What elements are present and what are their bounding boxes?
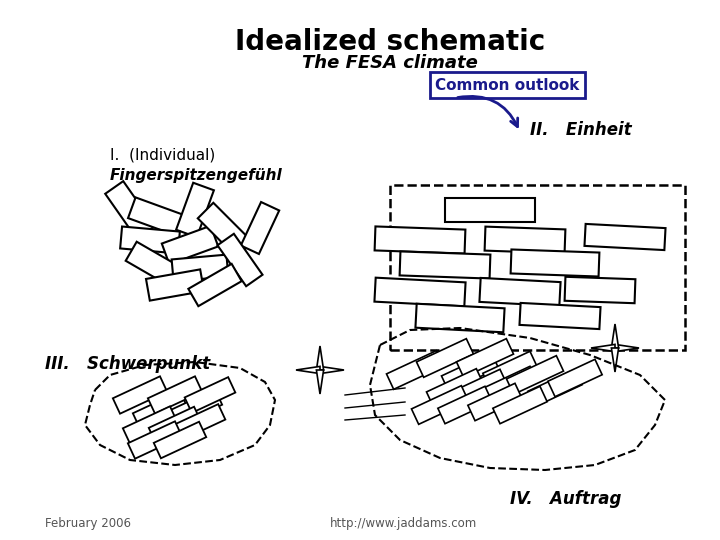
Bar: [149, 407, 202, 443]
Bar: [133, 392, 187, 429]
Text: IV.   Auftrag: IV. Auftrag: [510, 490, 621, 508]
Bar: [123, 406, 177, 444]
Bar: [510, 249, 599, 276]
Polygon shape: [316, 346, 323, 370]
Text: III.   Schwerpunkt: III. Schwerpunkt: [45, 355, 210, 373]
Bar: [198, 203, 252, 257]
Bar: [126, 242, 184, 288]
Text: I.  (Individual): I. (Individual): [110, 148, 215, 163]
Bar: [374, 278, 466, 306]
Bar: [120, 226, 180, 253]
Bar: [585, 224, 665, 250]
Bar: [105, 181, 155, 239]
Polygon shape: [611, 324, 618, 348]
Bar: [390, 185, 685, 350]
Bar: [171, 255, 228, 281]
Bar: [189, 264, 242, 306]
Bar: [128, 421, 182, 458]
FancyArrowPatch shape: [458, 96, 518, 127]
Bar: [113, 376, 167, 414]
Text: Fingerspitzengefühl: Fingerspitzengefühl: [110, 168, 283, 183]
Bar: [416, 339, 474, 377]
Bar: [217, 234, 263, 286]
Bar: [445, 198, 535, 222]
Bar: [240, 202, 279, 254]
Text: Idealized schematic: Idealized schematic: [235, 28, 545, 56]
Bar: [168, 389, 222, 427]
Bar: [146, 269, 204, 301]
Bar: [480, 278, 561, 306]
Bar: [548, 359, 602, 397]
Bar: [176, 183, 214, 237]
Bar: [483, 352, 537, 389]
Bar: [519, 303, 600, 329]
Bar: [415, 303, 505, 332]
Bar: [426, 369, 484, 407]
Bar: [154, 422, 206, 458]
Bar: [148, 376, 202, 414]
Text: The FESA climate: The FESA climate: [302, 54, 478, 72]
Polygon shape: [591, 345, 615, 352]
Bar: [438, 386, 492, 424]
Bar: [493, 386, 547, 424]
Bar: [430, 72, 585, 98]
Polygon shape: [296, 367, 320, 374]
Bar: [468, 383, 522, 421]
Bar: [506, 356, 564, 394]
Bar: [441, 353, 498, 392]
Text: II.   Einheit: II. Einheit: [530, 121, 631, 139]
Bar: [485, 227, 565, 253]
Polygon shape: [320, 367, 344, 374]
Polygon shape: [316, 370, 323, 394]
Text: Common outlook: Common outlook: [436, 78, 580, 92]
Bar: [162, 226, 218, 264]
Bar: [483, 366, 537, 404]
Bar: [453, 369, 507, 407]
Polygon shape: [611, 348, 618, 372]
Bar: [374, 226, 465, 254]
Bar: [400, 252, 490, 279]
Text: February 2006: February 2006: [45, 517, 131, 530]
Bar: [184, 377, 235, 413]
Bar: [456, 339, 513, 377]
Bar: [175, 404, 225, 440]
Polygon shape: [615, 345, 639, 352]
Bar: [128, 198, 192, 239]
Bar: [412, 386, 469, 424]
Bar: [528, 369, 582, 407]
Text: http://www.jaddams.com: http://www.jaddams.com: [330, 517, 477, 530]
Bar: [564, 277, 635, 303]
Bar: [387, 350, 444, 389]
